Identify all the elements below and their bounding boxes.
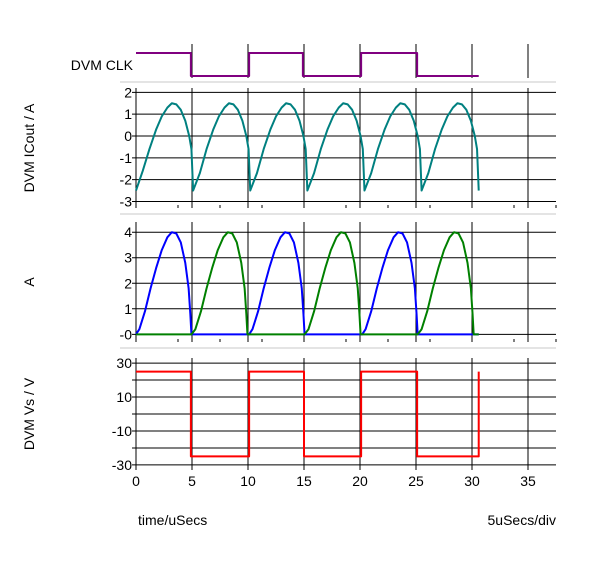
series-line-vs-dvm-vs [136,370,480,458]
x-tick-label-35: 35 [520,473,536,489]
y-axis-label-vs: DVM Vs / V [21,377,37,450]
y-tick-label-icout-5: -3 [120,193,133,209]
x-tick-label-20: 20 [352,473,368,489]
x-tick-label-0: 0 [132,473,140,489]
series-layer [135,52,480,458]
panel-separators [120,81,556,349]
grid-lines [132,44,557,470]
y-tick-label-currents-4: -0 [120,326,133,342]
series-line-icout-dvm-icout [135,102,480,192]
x-tick-label-25: 25 [408,473,424,489]
x-tick-label-5: 5 [188,473,196,489]
x-axis-label: time/uSecs [138,512,207,528]
x-tick-label-10: 10 [240,473,256,489]
y-tick-label-icout-2: 0 [124,128,132,144]
x-tick-label-15: 15 [296,473,312,489]
y-axis-label-icout: DVM ICout / A [21,103,37,192]
y-tick-label-vs-6: -30 [112,457,132,473]
x-tick-label-30: 30 [464,473,480,489]
y-tick-label-currents-0: 4 [124,224,132,240]
y-tick-label-vs-2: 10 [116,389,132,405]
y-tick-label-icout-0: 2 [124,84,132,100]
series-line-currents-blue [135,231,479,336]
y-tick-label-icout-4: -2 [120,172,133,188]
y-tick-label-vs-0: 30 [116,355,132,371]
series-line-currents-green [136,231,479,336]
scale-label: 5uSecs/div [488,512,556,528]
series-line-clk-dvm-clk [136,52,479,77]
y-tick-label-vs-4: -10 [112,423,132,439]
y-tick-label-currents-1: 3 [124,250,132,266]
y-tick-label-currents-2: 2 [124,275,132,291]
y-tick-label-icout-3: -1 [120,150,133,166]
axis-labels: DVM CLK DVM ICout / A A DVM Vs / V [21,57,134,450]
y-tick-label-icout-1: 1 [124,106,132,122]
y-axis-label-currents: A [21,277,37,287]
y-tick-label-currents-3: 1 [124,301,132,317]
y-axis-label-clk: DVM CLK [71,57,134,73]
